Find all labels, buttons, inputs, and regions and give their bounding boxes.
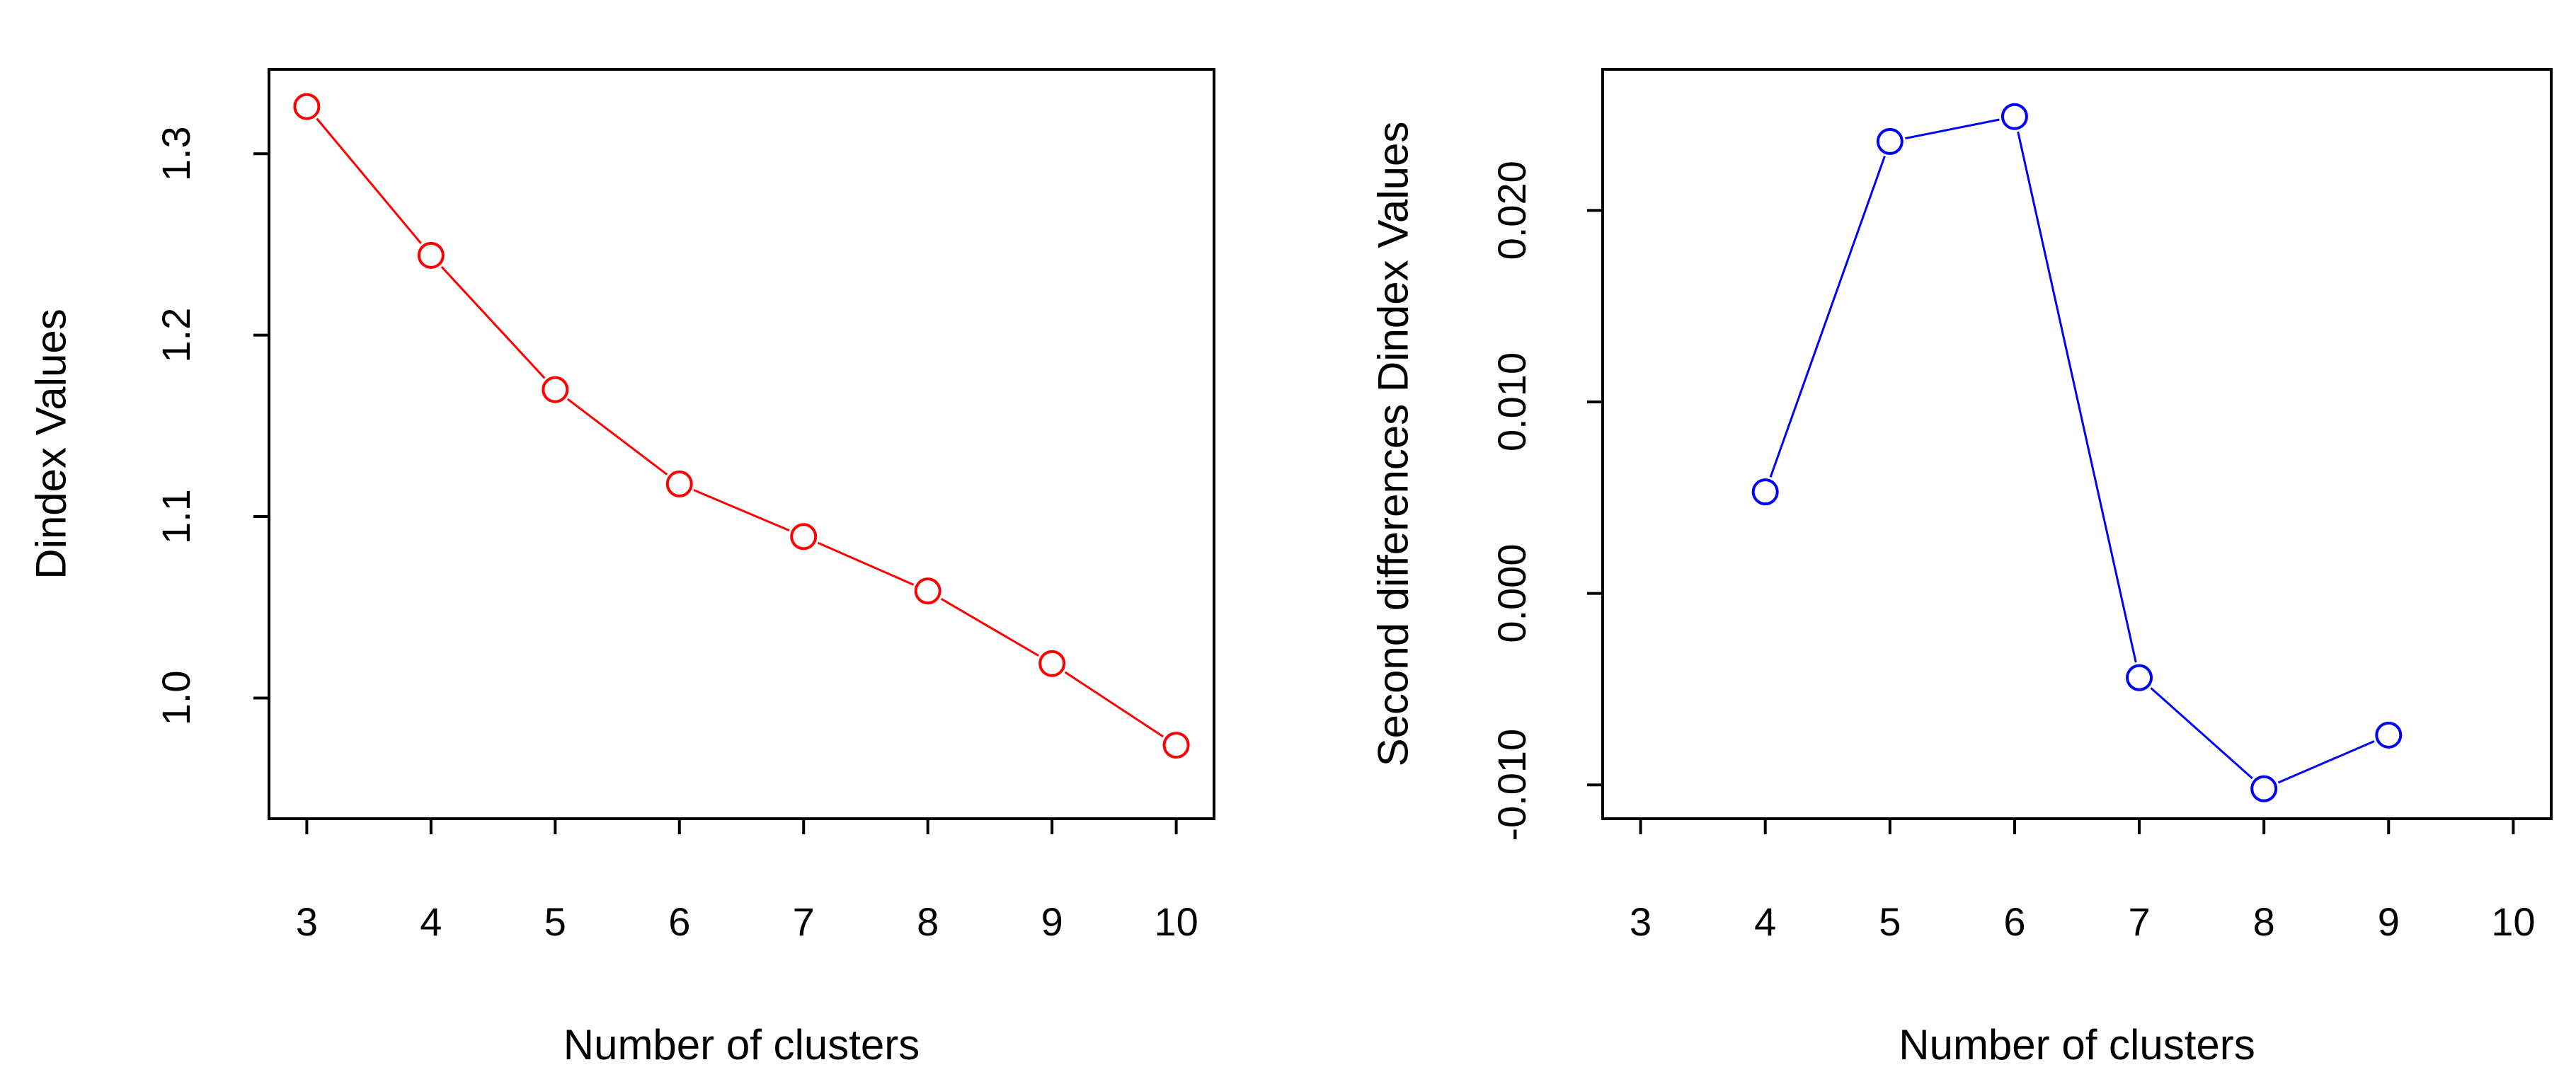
second-differences-panel: 3 4 5 6 7 8 9 10 -0.010 0.000 0.010 0.020 Number of … <box>1370 68 2553 1068</box>
series-line-segment <box>2150 687 2253 780</box>
x-tick-label: 7 <box>2128 899 2150 944</box>
dindex-values-panel: 3 4 5 6 7 8 9 10 1.0 1.1 1.2 1.3 Number of clusters D… <box>28 68 1215 1068</box>
y-tick-label: -0.010 <box>1489 729 1534 841</box>
x-axis-label: Number of clusters <box>563 1021 920 1068</box>
series-line-segment <box>817 541 915 586</box>
x-tick-label: 5 <box>544 899 566 944</box>
series-line-segment <box>2277 740 2375 784</box>
series-line-segment <box>1905 118 2000 140</box>
plot-frame <box>1601 68 2553 820</box>
x-tick-label: 4 <box>420 899 442 944</box>
data-point <box>293 93 321 120</box>
data-point <box>1876 127 1904 155</box>
data-point <box>665 470 693 497</box>
x-tick-label: 5 <box>1879 899 1901 944</box>
data-point <box>2126 664 2153 691</box>
data-point <box>2250 775 2278 802</box>
series-line-segment <box>1064 671 1164 738</box>
data-point <box>914 577 941 605</box>
series-line-segment <box>440 265 546 379</box>
x-tick-label: 6 <box>668 899 690 944</box>
series-line-segment <box>693 489 790 532</box>
data-point <box>1751 478 1779 506</box>
x-tick-label: 10 <box>1154 899 1198 944</box>
x-tick-label: 9 <box>1041 899 1063 944</box>
y-tick-label: 1.3 <box>154 126 198 181</box>
data-point <box>1038 650 1066 677</box>
data-point <box>417 241 445 269</box>
data-point <box>2375 721 2403 749</box>
x-tick-label: 4 <box>1754 899 1776 944</box>
y-tick-label: 1.1 <box>154 489 198 544</box>
y-axis-label: Dindex Values <box>28 309 75 579</box>
x-tick-label: 3 <box>296 899 318 944</box>
x-axis-label: Number of clusters <box>1899 1021 2255 1068</box>
x-tick-label: 3 <box>1630 899 1651 944</box>
data-point <box>2000 103 2028 130</box>
x-tick-label: 8 <box>917 899 939 944</box>
data-point <box>542 376 569 403</box>
series-line-segment <box>2017 131 2137 663</box>
series-line-segment <box>566 398 668 476</box>
y-axis-label: Second differences Dindex Values <box>1370 122 1417 767</box>
x-tick-label: 6 <box>2003 899 2025 944</box>
series-line-segment <box>1769 156 1886 478</box>
y-tick-label: 0.020 <box>1489 161 1534 260</box>
y-tick-label: 1.0 <box>154 671 198 726</box>
y-tick-label: 1.2 <box>154 308 198 363</box>
x-tick-label: 10 <box>2491 899 2535 944</box>
x-tick-label: 7 <box>793 899 815 944</box>
data-point <box>790 523 818 551</box>
y-tick-label: 0.000 <box>1489 544 1534 643</box>
y-tick-label: 0.010 <box>1489 352 1534 451</box>
data-point <box>1162 732 1190 759</box>
plot-frame <box>268 68 1215 820</box>
series-line-segment <box>940 597 1039 657</box>
series-line-segment <box>316 117 422 244</box>
x-tick-label: 8 <box>2253 899 2275 944</box>
x-tick-label: 9 <box>2378 899 2400 944</box>
